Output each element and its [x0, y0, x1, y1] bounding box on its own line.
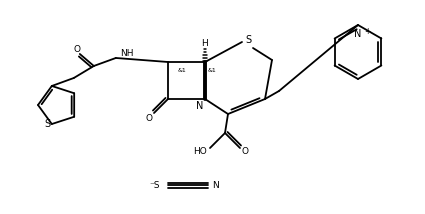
Text: N: N — [212, 180, 219, 190]
Text: O: O — [74, 46, 80, 55]
Text: O: O — [145, 113, 153, 122]
Text: HO: HO — [193, 147, 207, 156]
Text: ⁻S: ⁻S — [150, 180, 160, 190]
Text: S: S — [45, 119, 51, 129]
Text: S: S — [245, 35, 251, 45]
Text: N: N — [354, 29, 362, 39]
Text: O: O — [241, 147, 249, 156]
Text: H: H — [201, 39, 208, 48]
Text: N: N — [196, 101, 204, 111]
Text: &1: &1 — [178, 68, 187, 73]
Text: +: + — [364, 27, 370, 36]
Text: &1: &1 — [208, 68, 217, 73]
Text: NH: NH — [120, 49, 133, 58]
